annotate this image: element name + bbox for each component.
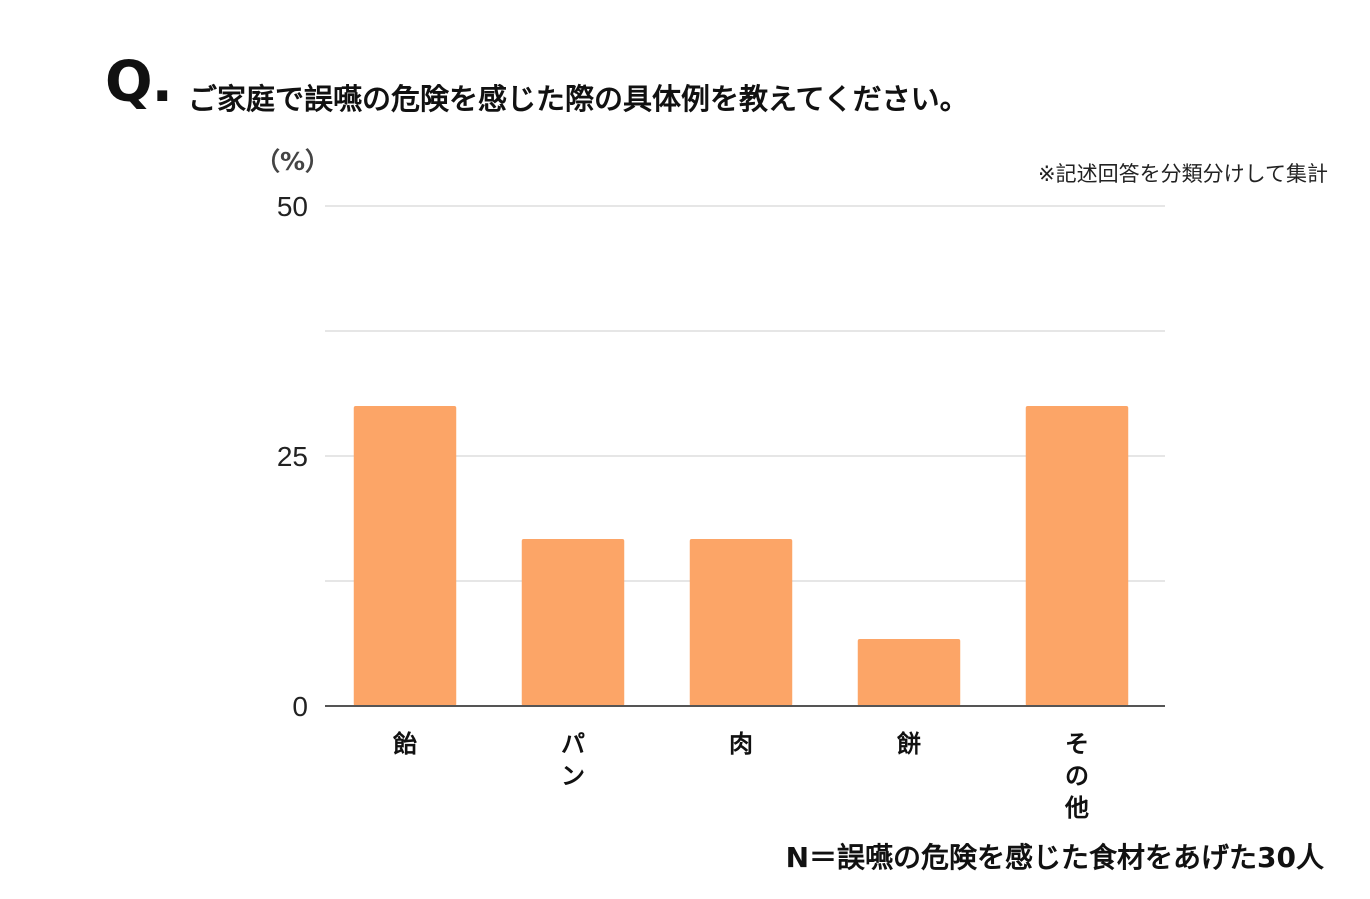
x-tick-label: その他 — [1064, 730, 1089, 822]
y-tick-label: 0 — [292, 691, 308, 722]
x-tick-label: 飴 — [392, 730, 417, 758]
y-axis-ticks: 0 25 50 — [277, 191, 308, 722]
question-text: ご家庭で誤嚥の危険を感じた際の具体例を教えてください。 — [188, 82, 969, 116]
x-axis-labels: 飴 パン 肉 餅 その他 — [392, 730, 1089, 822]
sample-size-footnote: N＝誤嚥の危険を感じた食材をあげた30人 — [785, 841, 1324, 874]
bar — [521, 539, 625, 706]
bars — [353, 406, 1129, 706]
bar — [353, 406, 457, 706]
x-tick-label: 餅 — [897, 730, 921, 758]
y-axis-unit-label: （%） — [255, 147, 331, 176]
y-tick-label: 50 — [277, 191, 308, 222]
y-tick-label: 25 — [277, 441, 308, 472]
bar — [857, 639, 961, 706]
bar — [1025, 406, 1129, 706]
question-mark-label: Q. — [105, 50, 173, 115]
aggregation-note: ※記述回答を分類分けして集計 — [1038, 162, 1328, 186]
bar — [689, 539, 793, 706]
x-tick-label: 肉 — [729, 730, 753, 758]
x-tick-label: パン — [561, 730, 585, 790]
